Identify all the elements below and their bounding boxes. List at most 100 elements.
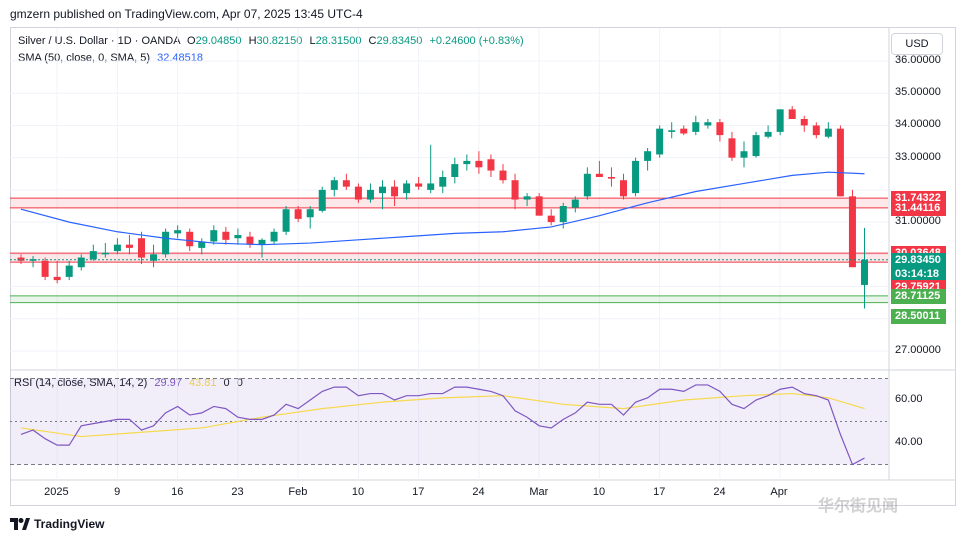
low-value: 28.31500 — [315, 35, 362, 47]
price-axis-label: 03:14:18 — [891, 266, 946, 282]
candle-down — [487, 159, 495, 171]
candle-up — [824, 128, 832, 137]
open-value: 29.04850 — [195, 35, 242, 47]
candle-down — [728, 138, 736, 158]
candle-up — [198, 241, 206, 248]
rsi-label: RSI (14, close, SMA, 14, 2) — [14, 377, 148, 389]
tradingview-footer[interactable]: TradingView — [10, 517, 104, 531]
time-tick-label: 9 — [114, 486, 121, 498]
candle-up — [740, 151, 748, 158]
price-tick-label: 33.00000 — [895, 150, 941, 163]
candle-up — [559, 206, 567, 223]
candle-down — [53, 276, 61, 281]
candle-up — [234, 235, 242, 239]
candle-up — [270, 231, 278, 242]
candle-up — [752, 135, 760, 157]
time-tick-label: 2025 — [44, 486, 69, 498]
candle-down — [511, 180, 519, 200]
candle-up — [318, 189, 326, 211]
candle-up — [306, 209, 314, 218]
high-value: 30.82150 — [256, 35, 303, 47]
candle-up — [113, 244, 121, 252]
time-tick-label: 10 — [592, 486, 606, 498]
price-axis-label: 28.71125 — [891, 288, 946, 304]
low-label: L — [309, 35, 316, 47]
rsi-ma-line — [20, 392, 865, 438]
candle-up — [150, 254, 158, 261]
candle-down — [620, 180, 627, 197]
currency-button[interactable]: USD — [891, 33, 943, 55]
price-tick-label: 35.00000 — [895, 86, 941, 99]
price-tick-label: 36.00000 — [895, 54, 941, 66]
resistance-zone — [10, 198, 888, 208]
time-tick-label: 17 — [653, 486, 666, 498]
close-label: C — [368, 35, 377, 47]
candle-down — [391, 186, 399, 197]
symbol-legend[interactable]: Silver / U.S. Dollar · 1D · OANDA O29.04… — [18, 35, 524, 47]
candle-up — [439, 177, 447, 187]
rsi-legend[interactable]: RSI (14, close, SMA, 14, 2) 29.97 43.81 … — [14, 377, 243, 389]
watermark: 华尔街见闻 — [818, 498, 899, 515]
candle-up — [379, 186, 386, 194]
candle-up — [101, 252, 109, 255]
rsi-zero-2: 0 — [236, 377, 243, 389]
candle-down — [415, 183, 423, 187]
time-tick-label: Mar — [529, 486, 549, 498]
time-tick-label: 16 — [171, 486, 184, 498]
candle-up — [451, 164, 459, 177]
chart-frame — [10, 27, 956, 506]
candle-down — [138, 238, 145, 258]
candle-up — [644, 151, 652, 161]
close-value: 29.83450 — [376, 35, 423, 47]
candle-up — [282, 209, 290, 232]
rsi-ma-value: 43.81 — [188, 377, 217, 389]
candle-down — [607, 177, 615, 179]
candle-up — [776, 109, 784, 132]
candle-down — [41, 260, 49, 277]
candle-down — [812, 125, 820, 136]
candle-up — [571, 199, 579, 208]
tradingview-logo-icon — [10, 518, 30, 530]
price-axis-label: 31.44116 — [891, 200, 946, 216]
rsi-value: 29.97 — [154, 377, 182, 389]
candle-down — [354, 186, 362, 200]
candle-up — [330, 180, 338, 190]
candle-up — [764, 131, 772, 137]
candle-down — [499, 170, 507, 181]
candle-up — [463, 160, 471, 165]
symbol-title: Silver / U.S. Dollar · 1D · OANDA — [18, 35, 180, 47]
candle-up — [427, 183, 435, 190]
candle-up — [89, 251, 97, 260]
candle-down — [716, 122, 724, 136]
time-tick-label: Apr — [770, 486, 788, 498]
candle-up — [174, 230, 182, 234]
candle-up — [162, 231, 170, 255]
rsi-line — [20, 384, 865, 466]
resistance-zone — [10, 253, 888, 263]
rsi-tick-label: 40.00 — [895, 436, 923, 448]
rsi-tick-label: 60.00 — [895, 393, 923, 405]
price-tick-label: 31.00000 — [895, 215, 941, 228]
candle-down — [246, 236, 254, 245]
support-zone — [10, 295, 888, 303]
candle-down — [547, 215, 555, 223]
sma-line — [20, 171, 865, 246]
open-label: O — [187, 35, 196, 47]
candle-up — [403, 183, 411, 194]
time-tick-label: 24 — [713, 486, 726, 498]
published-caption: gmzern published on TradingView.com, Apr… — [10, 7, 363, 21]
candle-down — [294, 209, 302, 219]
candle-up — [258, 239, 266, 245]
candle-down — [680, 128, 688, 134]
candle-down — [848, 196, 856, 268]
change-value: +0.24600 (+0.83%) — [429, 35, 524, 47]
candle-up — [77, 257, 85, 268]
high-label: H — [248, 35, 257, 47]
time-tick-label: 10 — [351, 486, 365, 498]
price-tick-label: 27.00000 — [895, 344, 941, 356]
candle-up — [861, 259, 868, 285]
candle-up — [523, 196, 531, 200]
rsi-zero-1: 0 — [223, 377, 230, 389]
candle-down — [800, 119, 808, 126]
